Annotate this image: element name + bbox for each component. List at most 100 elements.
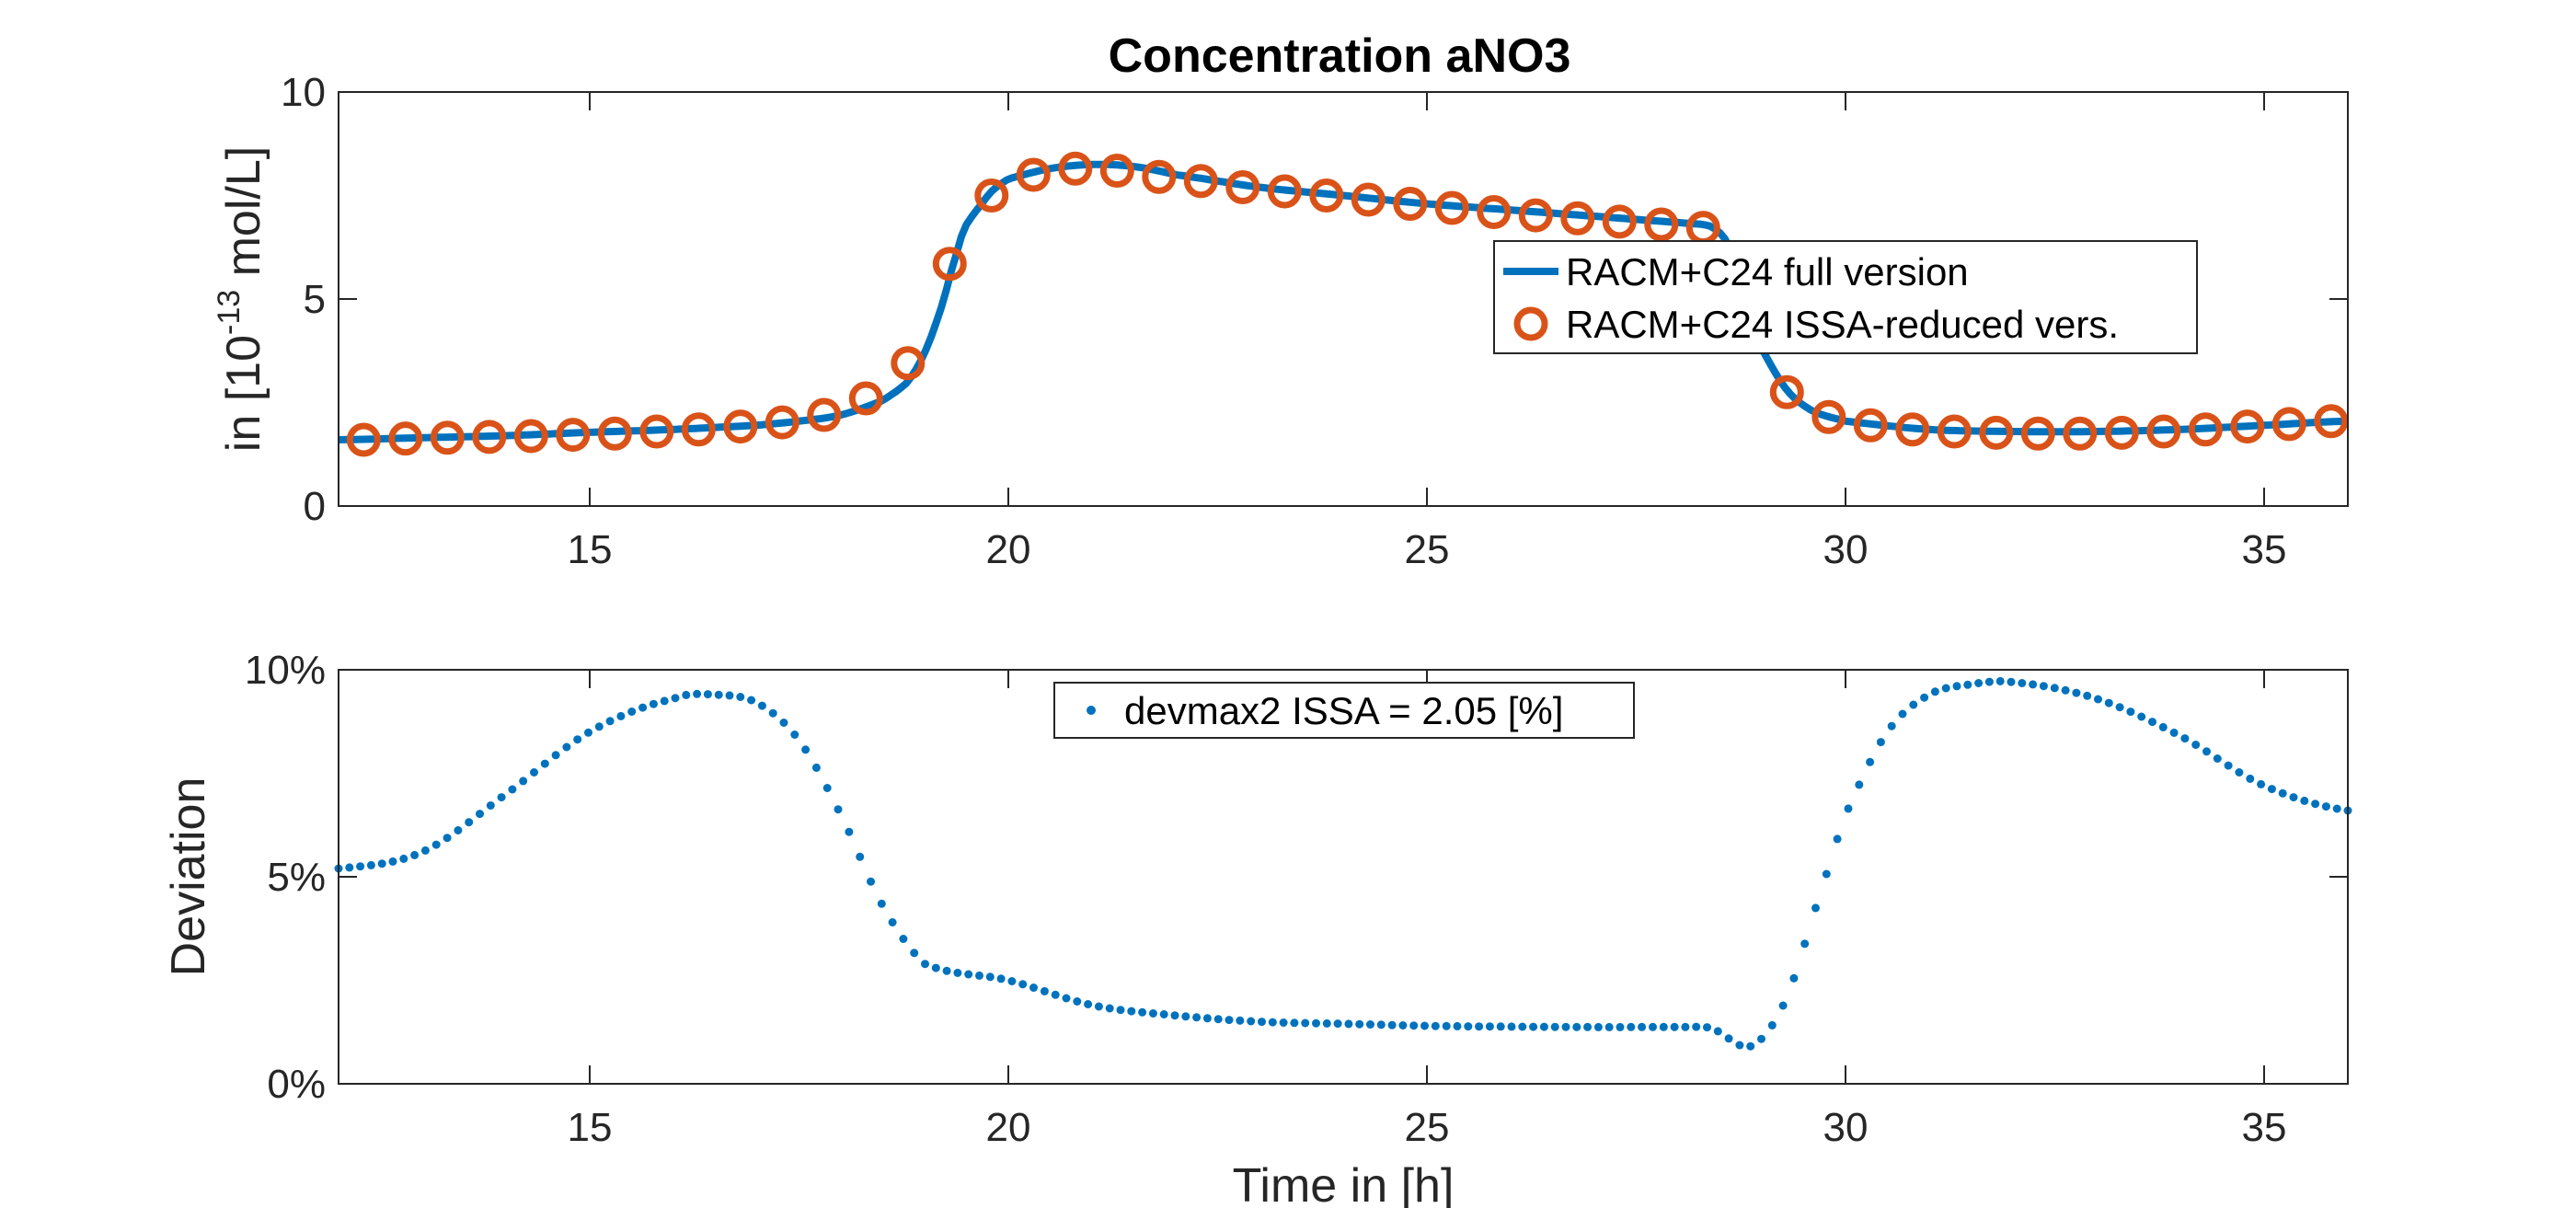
deviation-dot xyxy=(1170,1011,1179,1020)
deviation-dot xyxy=(1344,1019,1353,1029)
deviation-dot xyxy=(1333,1019,1342,1029)
deviation-dot xyxy=(1898,709,1907,719)
deviation-dot xyxy=(1453,1021,1462,1030)
data-point-reduced xyxy=(807,397,842,432)
deviation-dot xyxy=(1627,1022,1636,1031)
y-tick-label: 5% xyxy=(267,855,326,900)
deviation-dot xyxy=(1355,1019,1364,1029)
deviation-dot xyxy=(465,818,474,827)
legend-box xyxy=(1053,682,1635,739)
deviation-dot xyxy=(2018,679,2027,687)
deviation-dot xyxy=(757,701,766,710)
deviation-dot xyxy=(1593,1022,1603,1031)
deviation-dot xyxy=(1247,1017,1256,1026)
deviation-dot xyxy=(638,703,648,712)
deviation-dot xyxy=(497,793,506,802)
deviation-dot xyxy=(1159,1010,1168,1018)
deviation-dot xyxy=(1051,990,1060,999)
deviation-dot xyxy=(1475,1022,1484,1031)
data-point-reduced xyxy=(1769,374,1804,409)
deviation-dot xyxy=(1496,1022,1505,1031)
deviation-plot-area xyxy=(334,676,2352,1051)
deviation-dot xyxy=(2007,677,2016,686)
deviation-dot xyxy=(2072,688,2081,697)
deviation-dot xyxy=(1485,1022,1494,1031)
deviation-dot xyxy=(594,722,604,731)
data-point-reduced xyxy=(1602,204,1637,239)
y-tick-label: 5 xyxy=(304,277,326,322)
data-point-reduced xyxy=(1518,198,1553,233)
deviation-dot xyxy=(1930,687,1939,696)
deviation-dot xyxy=(1062,994,1071,1003)
deviation-dot xyxy=(1539,1022,1548,1031)
deviation-dot xyxy=(2180,734,2190,743)
y-tick-label: 0% xyxy=(267,1062,326,1107)
x-tick-label: 35 xyxy=(2242,1105,2287,1150)
x-tick-label: 30 xyxy=(1823,1105,1869,1150)
deviation-dot xyxy=(747,696,756,705)
deviation-dot xyxy=(1268,1018,1277,1027)
deviation-dot xyxy=(1236,1016,1245,1025)
deviation-dot xyxy=(431,840,441,849)
data-point-reduced xyxy=(556,418,591,453)
deviation-dot xyxy=(1192,1013,1202,1022)
data-point-reduced xyxy=(1644,207,1679,242)
deviation-dot xyxy=(1518,1022,1527,1031)
deviation-dot xyxy=(1376,1020,1386,1030)
deviation-dot xyxy=(996,974,1006,984)
chart-title: Concentration aNO3 xyxy=(1109,29,1571,83)
deviation-dot xyxy=(1876,738,1885,747)
concentration-legend: RACM+C24 full version RACM+C24 ISSA-redu… xyxy=(1493,240,2198,354)
data-point-reduced xyxy=(346,422,381,457)
data-point-reduced xyxy=(2314,404,2349,439)
deviation-dot xyxy=(584,728,592,737)
deviation-dot xyxy=(888,918,897,926)
data-point-reduced xyxy=(1016,157,1051,192)
data-point-reduced xyxy=(2063,416,2098,451)
deviation-dot xyxy=(573,735,582,744)
data-point-reduced xyxy=(639,414,674,449)
deviation-dot xyxy=(660,696,669,706)
deviation-dot xyxy=(1800,939,1810,949)
x-tick-label: 20 xyxy=(986,1105,1031,1150)
deviation-dot xyxy=(985,972,995,982)
data-point-reduced xyxy=(891,346,926,381)
deviation-dot xyxy=(682,690,691,699)
deviation-legend: devmax2 ISSA = 2.05 [%] xyxy=(1053,682,1635,739)
deviation-dot xyxy=(2235,768,2244,777)
deviation-dot xyxy=(1572,1022,1581,1031)
deviation-dot xyxy=(2158,722,2168,731)
deviation-dot xyxy=(1746,1041,1755,1051)
deviation-dot xyxy=(1649,1022,1657,1031)
deviation-dot xyxy=(2213,754,2222,763)
data-point-reduced xyxy=(2104,415,2139,450)
data-point-reduced xyxy=(2188,412,2223,447)
deviation-dot xyxy=(1844,804,1853,813)
deviation-dot xyxy=(388,857,397,866)
deviation-dot xyxy=(476,810,484,819)
data-point-reduced xyxy=(513,419,548,454)
deviation-dot xyxy=(1713,1027,1722,1036)
deviation-dot xyxy=(942,966,951,975)
deviation-dot xyxy=(2311,800,2320,809)
deviation-dot xyxy=(845,827,854,836)
deviation-dot xyxy=(2321,802,2330,811)
deviation-dot xyxy=(1073,997,1082,1006)
deviation-dot xyxy=(877,899,886,908)
deviation-dot xyxy=(2094,695,2102,704)
deviation-dot xyxy=(1974,679,1984,687)
deviation-dot xyxy=(910,949,919,958)
deviation-dot xyxy=(2148,718,2156,727)
deviation-dot xyxy=(1312,1018,1320,1028)
deviation-dot xyxy=(486,801,495,810)
data-point-reduced xyxy=(1853,408,1888,443)
deviation-dot xyxy=(1659,1022,1668,1031)
y-label-suffix: mol/L] xyxy=(217,146,270,290)
deviation-dot xyxy=(2039,682,2048,691)
deviation-dot xyxy=(616,711,626,720)
deviation-dot xyxy=(2137,712,2146,721)
deviation-dot xyxy=(1789,973,1799,983)
data-point-reduced xyxy=(1937,414,1972,449)
deviation-dot xyxy=(714,690,723,699)
deviation-dot xyxy=(1670,1022,1679,1031)
